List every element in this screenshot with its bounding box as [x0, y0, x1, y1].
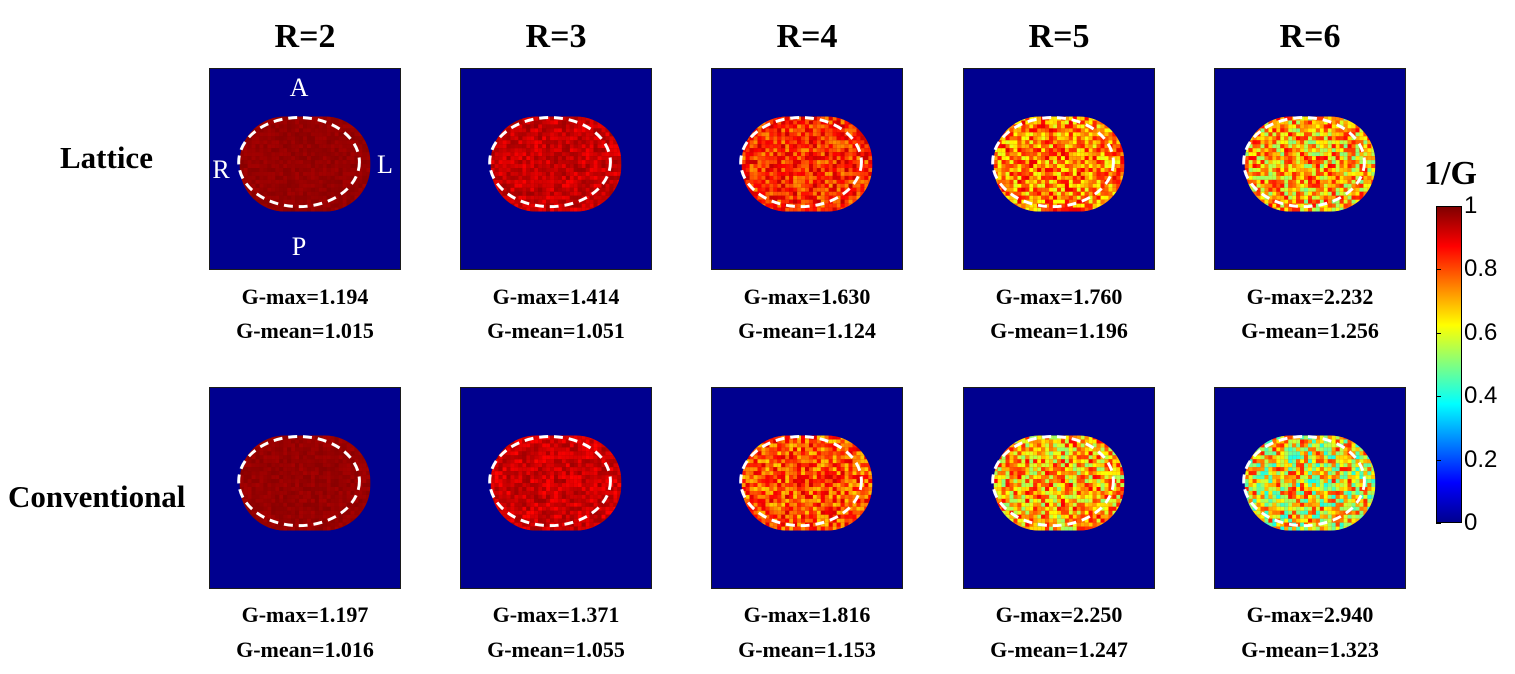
g-max-conventional-r6: G-max=2.940 [1246, 602, 1374, 627]
gmap-image [210, 388, 400, 588]
dashed-roi-outline [488, 116, 612, 209]
row-label-lattice: Lattice [60, 140, 153, 175]
g-mean-conventional-r3: G-mean=1.055 [487, 637, 625, 662]
colorbar-tick-label: 0.4 [1464, 382, 1498, 410]
g-max-conventional-r2: G-max=1.197 [241, 602, 369, 627]
column-header-r3: R=3 [525, 18, 587, 55]
colorbar-tick-mark [1436, 459, 1441, 461]
g-max-lattice-r4: G-max=1.630 [743, 284, 871, 309]
row-label-conventional: Conventional [8, 479, 186, 514]
orientation-label-left: L [377, 150, 393, 179]
column-header-r6: R=6 [1279, 18, 1341, 55]
gmap-image [1215, 69, 1405, 269]
gmap-panel-lattice-r5 [963, 68, 1155, 270]
colorbar-tick-label: 0.8 [1464, 255, 1498, 283]
dashed-roi-outline [1242, 435, 1366, 528]
dashed-roi-outline [991, 116, 1115, 209]
gmap-image [712, 69, 902, 269]
gmap-image [210, 69, 400, 269]
gmap-panel-conventional-r4 [711, 387, 903, 589]
gmap-image [712, 388, 902, 588]
dashed-roi-outline [739, 435, 863, 528]
dashed-roi-outline [237, 116, 361, 209]
g-mean-conventional-r2: G-mean=1.016 [236, 637, 374, 662]
gmap-panel-lattice-r4 [711, 68, 903, 270]
g-max-lattice-r3: G-max=1.414 [492, 284, 620, 309]
dashed-roi-outline [739, 116, 863, 209]
orientation-label-anterior: A [289, 73, 309, 102]
g-max-lattice-r2: G-max=1.194 [241, 284, 369, 309]
orientation-label-posterior: P [291, 232, 307, 261]
gmap-image [964, 69, 1154, 269]
colorbar-tick-mark [1436, 396, 1441, 398]
colorbar [1436, 206, 1462, 523]
gmap-image [964, 388, 1154, 588]
g-mean-lattice-r4: G-mean=1.124 [738, 318, 876, 343]
g-mean-conventional-r5: G-mean=1.247 [990, 637, 1128, 662]
colorbar-tick-label: 1 [1464, 192, 1478, 219]
colorbar-tick-mark [1436, 269, 1441, 271]
g-mean-conventional-r4: G-mean=1.153 [738, 637, 876, 662]
g-mean-lattice-r5: G-mean=1.196 [990, 318, 1128, 343]
colorbar-title: 1/G [1424, 155, 1477, 192]
gmap-image [1215, 388, 1405, 588]
colorbar-tick-mark [1436, 206, 1441, 207]
dashed-roi-outline [488, 435, 612, 528]
g-max-lattice-r6: G-max=2.232 [1246, 284, 1374, 309]
g-max-conventional-r4: G-max=1.816 [743, 602, 871, 627]
gmap-panel-conventional-r5 [963, 387, 1155, 589]
g-mean-lattice-r3: G-mean=1.051 [487, 318, 625, 343]
gmap-image [461, 69, 651, 269]
g-max-lattice-r5: G-max=1.760 [995, 284, 1123, 309]
gmap-panel-conventional-r2 [209, 387, 401, 589]
g-max-conventional-r3: G-max=1.371 [492, 602, 620, 627]
gmap-panel-conventional-r6 [1214, 387, 1406, 589]
column-header-r2: R=2 [274, 18, 336, 55]
colorbar-tick-mark [1436, 523, 1441, 524]
g-mean-lattice-r2: G-mean=1.015 [236, 318, 374, 343]
g-mean-conventional-r6: G-mean=1.323 [1241, 637, 1379, 662]
colorbar-tick-label: 0 [1464, 509, 1478, 536]
gmap-panel-lattice-r2 [209, 68, 401, 270]
dashed-roi-outline [991, 435, 1115, 528]
gmap-panel-conventional-r3 [460, 387, 652, 589]
column-header-r5: R=5 [1028, 18, 1090, 55]
colorbar-tick-label: 0.2 [1464, 445, 1498, 473]
g-mean-lattice-r6: G-mean=1.256 [1241, 318, 1379, 343]
colorbar-tick-mark [1436, 332, 1441, 334]
gmap-panel-lattice-r3 [460, 68, 652, 270]
orientation-label-right: R [212, 155, 230, 184]
column-header-r4: R=4 [776, 18, 838, 55]
gmap-image [461, 388, 651, 588]
g-max-conventional-r5: G-max=2.250 [995, 602, 1123, 627]
dashed-roi-outline [1242, 116, 1366, 209]
colorbar-tick-label: 0.6 [1464, 318, 1498, 346]
dashed-roi-outline [237, 435, 361, 528]
gmap-panel-lattice-r6 [1214, 68, 1406, 270]
